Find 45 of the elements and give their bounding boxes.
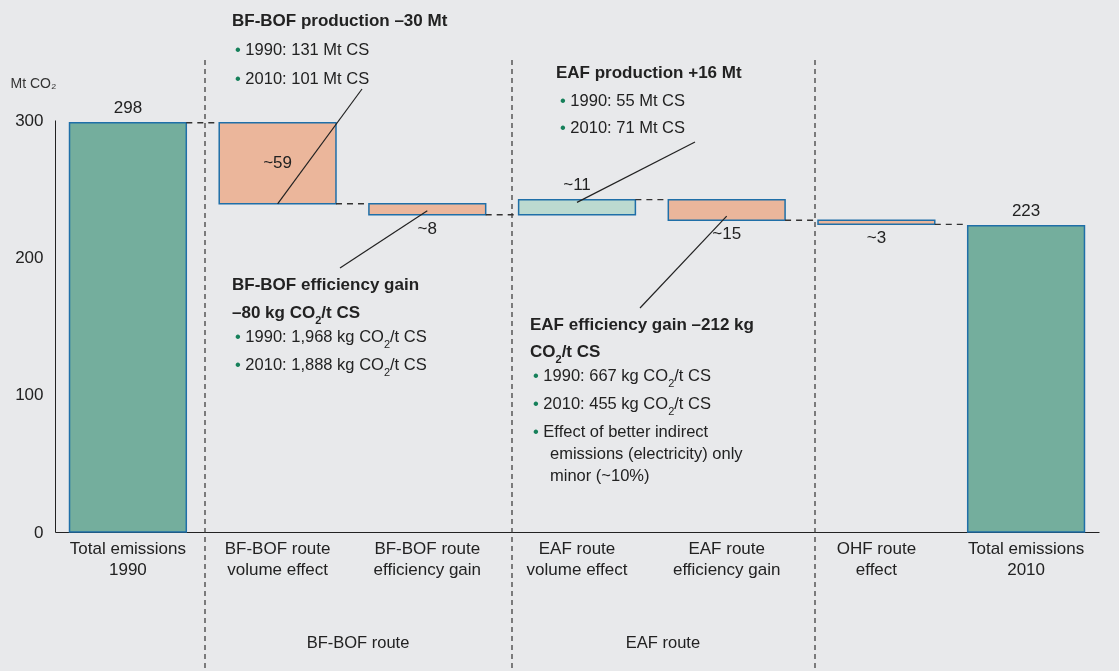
data-label: ~11 bbox=[563, 174, 591, 194]
text: BF-BOF route bbox=[306, 633, 410, 651]
bar bbox=[368, 203, 487, 216]
annotation: minor (~10%) bbox=[550, 466, 650, 484]
data-label: 298 bbox=[113, 97, 143, 117]
bar bbox=[667, 198, 786, 221]
x-tick-label: Total emissions 2010 bbox=[967, 538, 1085, 579]
x-tick-label: EAF route efficiency gain bbox=[672, 538, 781, 579]
data-label: ~15 bbox=[712, 224, 742, 244]
x-tick-label: Total emissions 1990 bbox=[69, 538, 187, 579]
x-tick-label: EAF route volume effect bbox=[526, 538, 628, 579]
bar bbox=[218, 122, 337, 205]
annotation: • 2010: 71 Mt CS bbox=[560, 118, 686, 136]
annotation: EAF efficiency gain –212 kg bbox=[530, 315, 754, 334]
annotation: • Effect of better indirect bbox=[533, 422, 709, 440]
text: BF-BOF production –30 Mt bbox=[232, 11, 448, 30]
annotation: –80 kg CO$_{2}$/t CS bbox=[232, 303, 361, 326]
data-label: ~59 bbox=[263, 153, 293, 173]
annotation: • 2010: 455 kg CO$_{2}$/t CS bbox=[533, 394, 711, 417]
text: EAF route bbox=[625, 633, 701, 651]
text: • 1990: 55 Mt CS bbox=[560, 91, 686, 109]
annotation: • 2010: 1,888 kg CO$_{2}$/t CS bbox=[235, 355, 427, 378]
annotation: CO$_{2}$/t CS bbox=[530, 342, 601, 365]
annotation: • 1990: 1,968 kg CO$_{2}$/t CS bbox=[235, 327, 427, 350]
y-tick-label: 300 bbox=[15, 110, 44, 130]
annotation: • 2010: 101 Mt CS bbox=[235, 69, 370, 87]
bar bbox=[68, 122, 188, 533]
text: EAF production +16 Mt bbox=[556, 63, 742, 82]
annotation: emissions (electricity) only bbox=[550, 444, 744, 462]
y-tick-label: 200 bbox=[15, 247, 44, 267]
data-label: 223 bbox=[1011, 200, 1041, 220]
y-axis-title: Mt CO₂ bbox=[10, 74, 57, 91]
text: • 1990: 131 Mt CS bbox=[235, 40, 370, 58]
annotation: BF-BOF efficiency gain bbox=[232, 275, 420, 294]
y-tick-label: 100 bbox=[15, 385, 44, 405]
bar bbox=[966, 225, 1086, 533]
x-tick-label: BF-BOF route volume effect bbox=[224, 538, 331, 579]
bar bbox=[517, 198, 637, 216]
data-label: ~8 bbox=[417, 218, 437, 238]
x-tick-label: OHF route effect bbox=[836, 538, 917, 579]
annotation: • 1990: 667 kg CO$_{2}$/t CS bbox=[533, 366, 711, 389]
data-label: ~3 bbox=[866, 228, 887, 248]
x-tick-label: BF-BOF route efficiency gain bbox=[373, 538, 482, 579]
y-tick-label: 0 bbox=[34, 522, 44, 542]
bar bbox=[817, 219, 936, 226]
